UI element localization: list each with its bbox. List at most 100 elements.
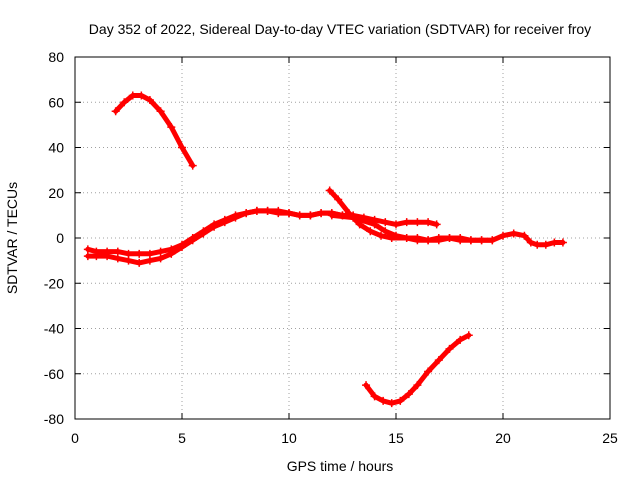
data-point <box>499 231 507 240</box>
data-point <box>188 161 197 170</box>
data-point <box>466 236 475 245</box>
data-point <box>370 220 379 229</box>
data-point <box>199 227 208 236</box>
data-point <box>533 240 542 249</box>
data-point <box>263 206 272 215</box>
data-point <box>392 231 400 240</box>
x-tick-label: 10 <box>281 430 297 446</box>
data-point <box>370 392 379 401</box>
data-point <box>83 252 92 261</box>
y-tick-label: -20 <box>44 275 64 291</box>
series-arc-6 <box>362 331 473 408</box>
x-tick-label: 15 <box>388 430 404 446</box>
data-point <box>334 195 343 204</box>
data-point <box>349 213 358 222</box>
y-tick-label: 60 <box>48 94 64 110</box>
data-point <box>210 220 219 229</box>
data-point <box>156 107 165 116</box>
data-series <box>83 91 567 408</box>
data-point <box>377 231 386 240</box>
x-axis-tick-labels: 0 5 10 15 20 25 <box>71 430 618 446</box>
chart-title: Day 352 of 2022, Sidereal Day-to-day VTE… <box>89 21 591 37</box>
data-point <box>550 238 559 247</box>
y-tick-label: 20 <box>48 185 64 201</box>
data-point <box>541 240 550 249</box>
y-axis-tick-labels: -80 -60 -40 -20 0 20 40 60 80 <box>44 49 64 427</box>
data-point <box>396 396 405 405</box>
x-tick-label: 5 <box>178 430 186 446</box>
x-tick-label: 0 <box>71 430 79 446</box>
data-point <box>128 91 137 100</box>
data-point <box>306 211 315 220</box>
data-point <box>402 218 411 227</box>
axis-ticks <box>74 56 611 420</box>
data-point <box>413 236 422 245</box>
x-axis-label: GPS time / hours <box>287 458 394 474</box>
data-point <box>424 236 433 245</box>
data-point <box>113 247 122 256</box>
y-tick-label: 40 <box>48 140 64 156</box>
data-point <box>445 344 454 353</box>
data-point <box>404 390 413 399</box>
data-point <box>145 249 154 258</box>
y-tick-label: -40 <box>44 321 64 337</box>
data-point <box>366 227 375 236</box>
series-arc-5 <box>327 211 497 245</box>
data-point <box>456 236 465 245</box>
data-point <box>434 234 443 242</box>
data-point <box>242 209 251 218</box>
data-point <box>387 399 396 408</box>
data-point <box>135 258 144 267</box>
data-point <box>327 211 336 220</box>
data-point <box>456 335 465 344</box>
series-arc-1 <box>111 91 197 170</box>
y-tick-label: 80 <box>48 49 64 65</box>
data-point <box>167 245 176 254</box>
data-point <box>317 209 326 218</box>
y-tick-label: -60 <box>44 366 64 382</box>
data-point <box>392 220 400 229</box>
data-point <box>413 218 422 227</box>
data-point <box>424 218 433 227</box>
data-point <box>488 236 497 245</box>
data-point <box>188 234 197 242</box>
data-point <box>526 238 535 247</box>
data-point <box>137 91 146 100</box>
data-point <box>477 236 486 245</box>
data-point <box>103 247 112 256</box>
data-point <box>381 227 390 236</box>
data-point <box>156 254 165 263</box>
data-point <box>92 247 101 256</box>
data-point <box>379 396 388 405</box>
data-point <box>178 143 186 152</box>
data-point <box>325 186 334 195</box>
y-tick-label: -80 <box>44 411 64 427</box>
data-point <box>145 95 154 104</box>
data-point <box>120 98 129 107</box>
data-point <box>558 238 567 247</box>
data-point <box>413 381 422 390</box>
data-point <box>285 209 293 218</box>
data-point <box>178 240 186 249</box>
data-point <box>424 367 433 376</box>
data-point <box>509 229 518 238</box>
y-axis-label: SDTVAR / TECUs <box>4 182 20 294</box>
data-point <box>520 231 529 240</box>
data-point <box>145 256 154 265</box>
data-point <box>220 215 229 224</box>
data-point <box>402 234 411 242</box>
y-tick-label: 0 <box>56 230 64 246</box>
data-point <box>167 123 176 132</box>
x-tick-label: 25 <box>602 430 618 446</box>
data-point <box>464 331 473 340</box>
data-point <box>274 206 283 215</box>
data-point <box>124 256 133 265</box>
data-point <box>252 206 261 215</box>
data-point <box>156 247 165 256</box>
x-tick-label: 20 <box>495 430 511 446</box>
data-point <box>381 218 390 227</box>
data-point <box>362 381 371 390</box>
data-point <box>124 249 133 258</box>
data-point <box>111 107 120 116</box>
